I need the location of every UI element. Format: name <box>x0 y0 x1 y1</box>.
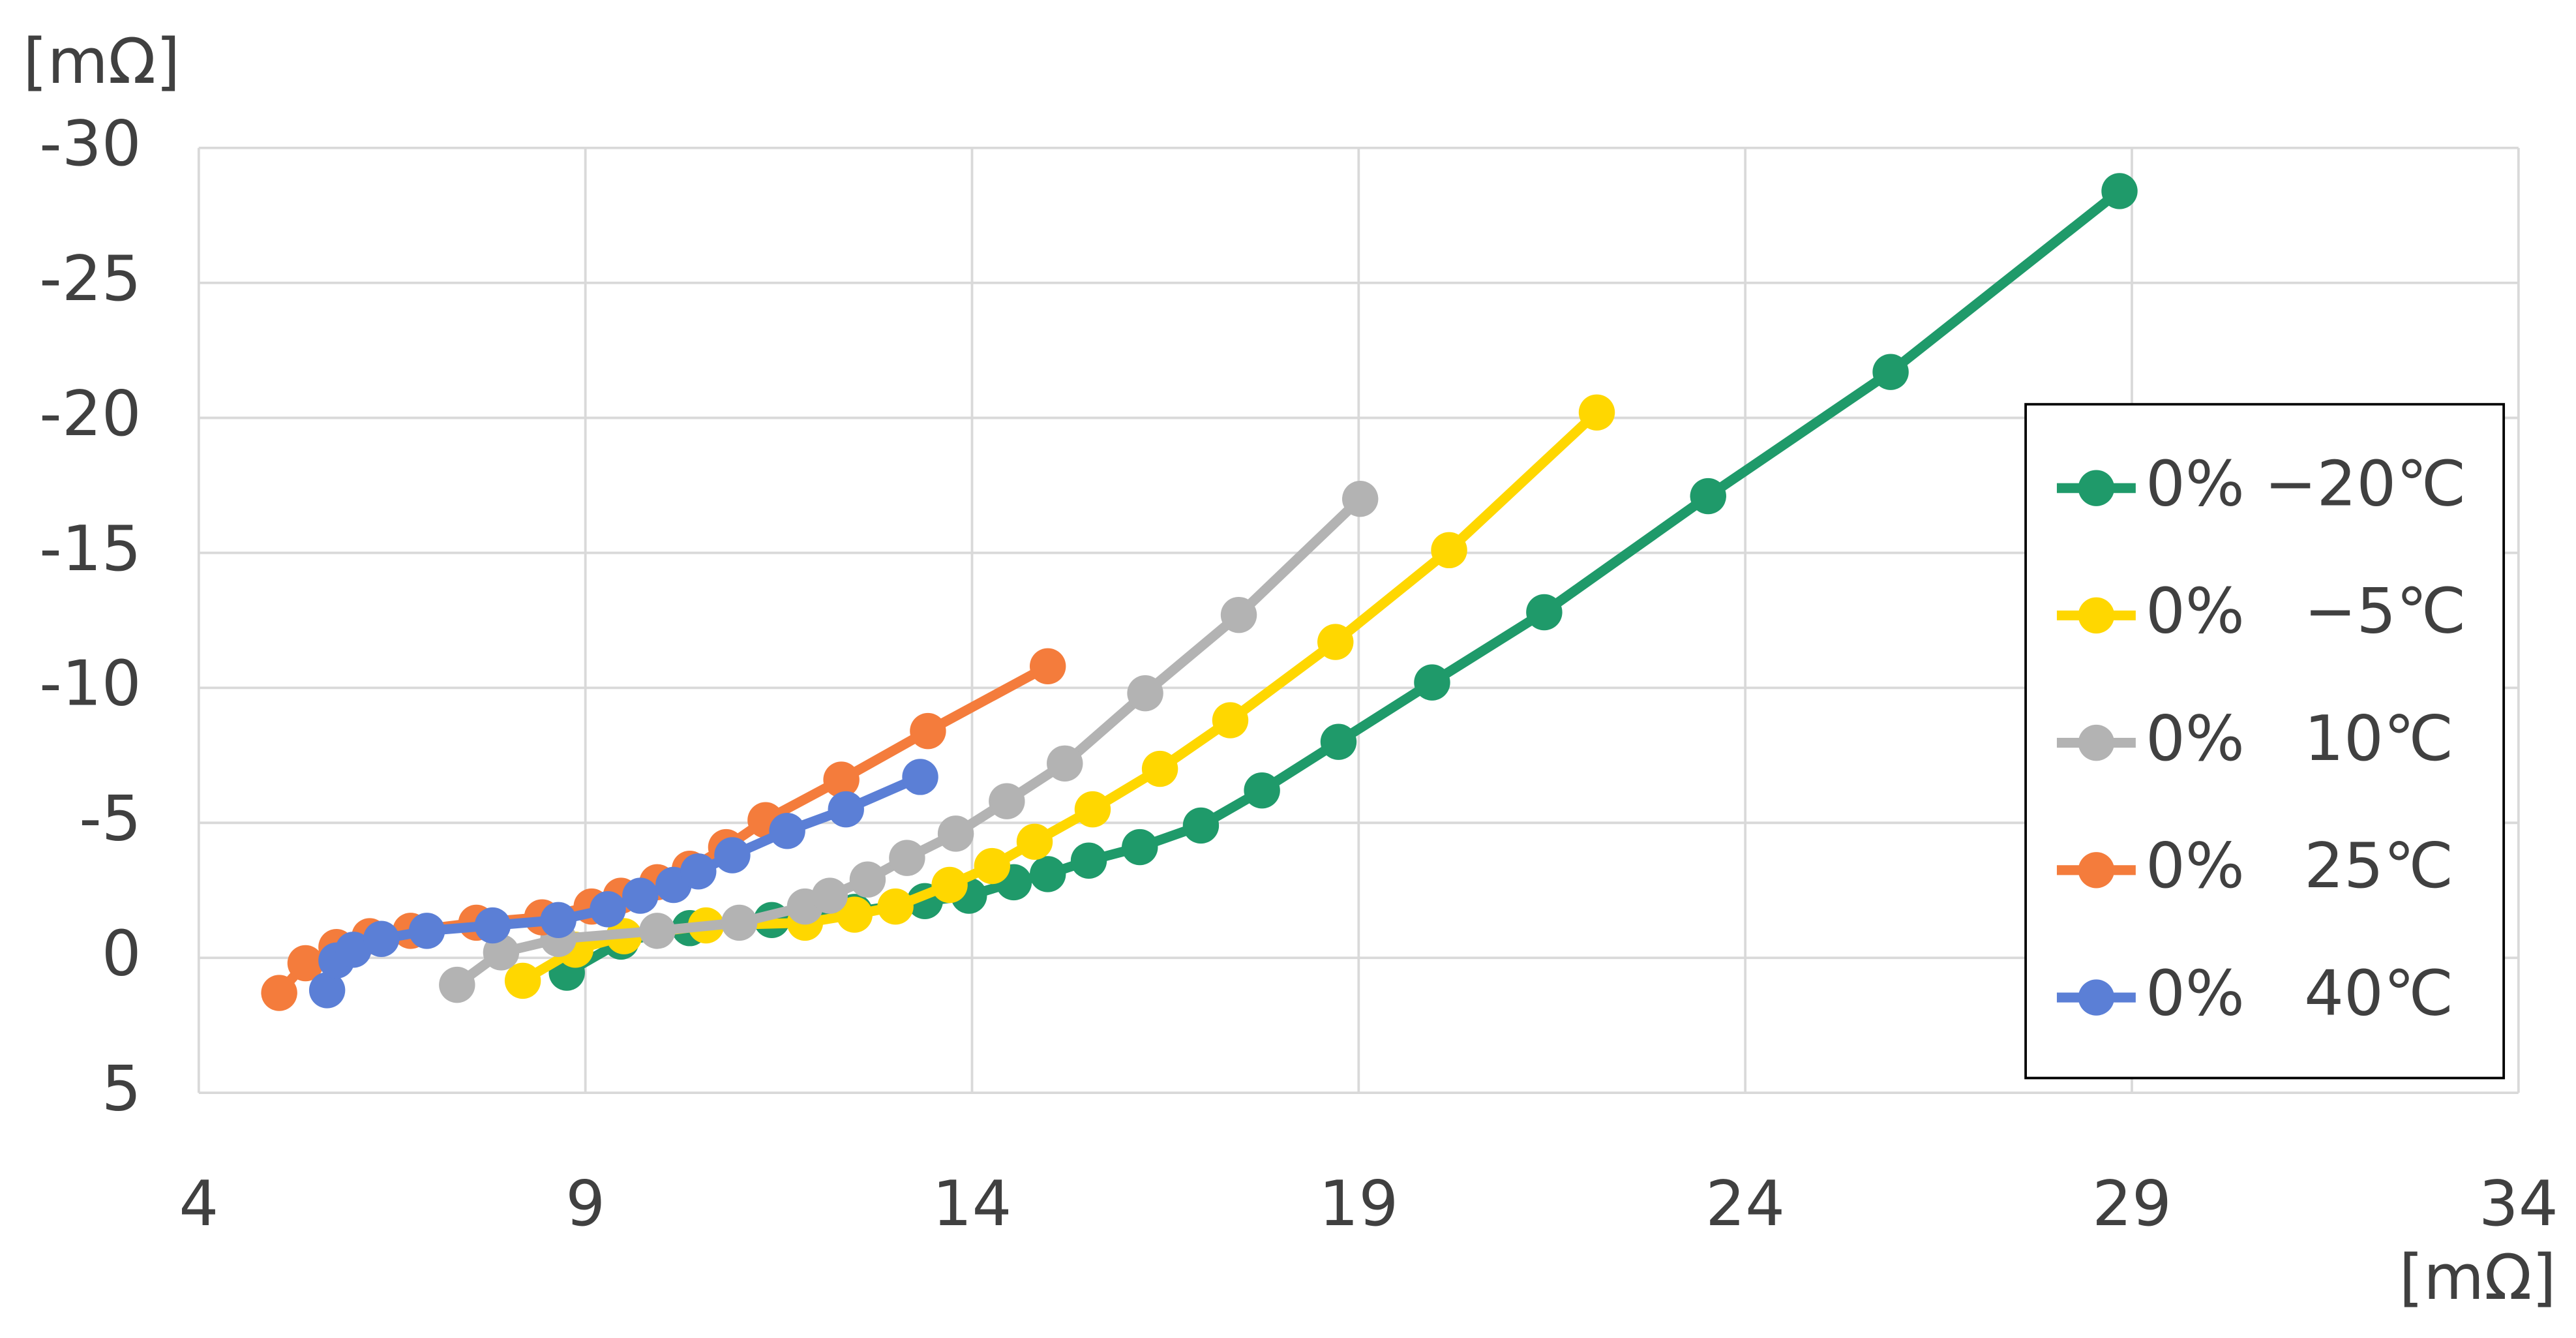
x-tick-label: 24 <box>1705 1167 1785 1240</box>
y-tick-label: -5 <box>79 782 141 855</box>
x-tick-label: 9 <box>565 1167 605 1240</box>
y-tick-label: -10 <box>39 647 141 720</box>
data-point <box>540 902 577 939</box>
data-point <box>1016 823 1053 860</box>
x-tick-label: 34 <box>2479 1167 2558 1240</box>
x-axis-label: [mΩ] <box>2399 1241 2556 1314</box>
data-point <box>680 853 717 890</box>
data-point <box>721 904 758 941</box>
data-point <box>1182 807 1220 844</box>
y-axis-label: [mΩ] <box>23 25 180 98</box>
data-point <box>408 913 445 949</box>
data-point <box>1141 750 1178 787</box>
data-point <box>1244 772 1280 809</box>
data-point <box>1578 394 1615 431</box>
y-tick-label: 0 <box>102 917 142 990</box>
legend-marker <box>2078 852 2115 889</box>
data-point <box>1127 675 1163 712</box>
legend-label: 0% 40℃ <box>2146 956 2453 1029</box>
data-point <box>1220 596 1257 633</box>
y-tick-label: 5 <box>102 1052 142 1125</box>
data-point <box>1320 723 1357 760</box>
data-point <box>1431 532 1467 569</box>
data-point <box>1690 478 1726 515</box>
data-point <box>439 966 475 1003</box>
y-tick-label: -30 <box>39 107 141 180</box>
data-point <box>974 847 1011 885</box>
data-point <box>1872 354 1909 390</box>
data-point <box>937 815 974 852</box>
legend: 0% −20℃ 0% −5℃ 0% 10℃ 0% 25℃ 0% 40℃ <box>2024 403 2506 1080</box>
data-point <box>1526 594 1563 631</box>
data-point <box>590 891 626 928</box>
data-point <box>504 962 541 999</box>
data-point <box>639 913 676 949</box>
y-tick-label: -15 <box>39 512 141 585</box>
data-point <box>622 877 659 914</box>
legend-label: 0% 10℃ <box>2146 702 2453 775</box>
data-point <box>849 861 886 898</box>
legend-marker <box>2078 597 2115 634</box>
data-point <box>889 840 925 876</box>
data-point <box>811 877 848 914</box>
legend-marker <box>2078 979 2115 1016</box>
data-point <box>335 932 372 968</box>
data-point <box>989 783 1025 819</box>
data-point <box>1074 791 1111 828</box>
data-point <box>1122 829 1158 866</box>
x-tick-label: 4 <box>179 1167 218 1240</box>
data-point <box>902 759 938 795</box>
data-point <box>769 813 805 849</box>
x-tick-label: 29 <box>2092 1167 2172 1240</box>
legend-label: 0% 25℃ <box>2146 829 2453 902</box>
data-point <box>931 866 968 904</box>
legend-marker <box>2078 470 2115 506</box>
legend-label: 0% −5℃ <box>2146 575 2466 648</box>
data-point <box>1414 664 1450 701</box>
series-line <box>564 187 2123 977</box>
data-point <box>363 920 400 957</box>
data-point <box>1047 745 1083 782</box>
data-point <box>910 712 946 750</box>
data-point <box>1317 624 1354 660</box>
data-point <box>836 896 873 933</box>
data-point <box>1212 702 1249 738</box>
data-point <box>287 945 324 982</box>
data-point <box>823 761 860 798</box>
legend-label: 0% −20℃ <box>2146 448 2466 521</box>
data-point <box>2101 173 2138 209</box>
data-point <box>1341 480 1379 517</box>
data-point <box>1029 856 1066 892</box>
data-point <box>1070 842 1107 879</box>
legend-marker <box>2078 724 2115 761</box>
x-tick-label: 19 <box>1319 1167 1398 1240</box>
data-point <box>877 888 914 925</box>
y-tick-label: -20 <box>39 377 141 450</box>
data-point <box>714 837 751 874</box>
data-point <box>828 791 864 828</box>
y-tick-label: -25 <box>39 242 141 315</box>
data-point <box>1029 648 1066 684</box>
data-point <box>261 975 297 1011</box>
x-tick-label: 14 <box>933 1167 1012 1240</box>
data-point <box>308 972 346 1009</box>
data-point <box>474 907 511 944</box>
